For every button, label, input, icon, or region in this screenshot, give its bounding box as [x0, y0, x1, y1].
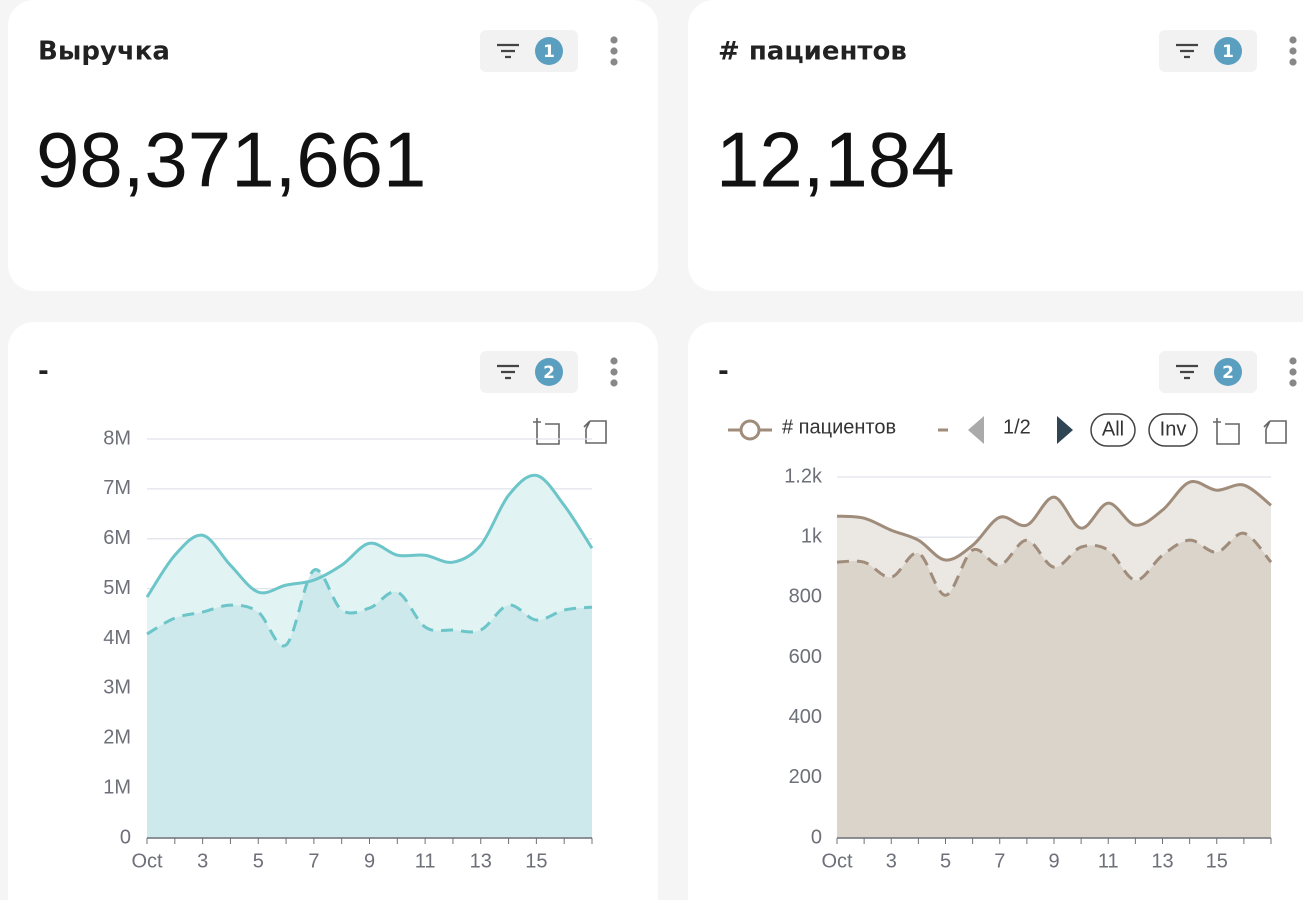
- zoom-icon[interactable]: [533, 418, 560, 445]
- menu-dot[interactable]: [1289, 58, 1297, 66]
- menu-dot[interactable]: [610, 47, 618, 55]
- filter-icon: [497, 43, 519, 59]
- x-tick-label: 9: [1048, 850, 1059, 872]
- area-fill: [837, 533, 1271, 838]
- area-fill: [147, 569, 592, 838]
- y-tick-label: 1.2k: [784, 465, 823, 487]
- legend-button[interactable]: [1148, 413, 1198, 447]
- y-tick-label: 800: [789, 586, 822, 608]
- card: [688, 0, 1303, 291]
- filters: 1 1 2 2: [480, 30, 1297, 393]
- filter-badge: [535, 37, 563, 65]
- y-tick-label: 4M: [103, 627, 131, 649]
- filter-badge: [1214, 37, 1242, 65]
- y-tick-label: 0: [811, 826, 822, 848]
- chart: 0 200 400 600 800 1k 1.2k Oct 3 5 7 9 11 13 15: [784, 465, 1273, 872]
- filter-icon: [1176, 43, 1198, 59]
- filter-button[interactable]: [1159, 351, 1257, 393]
- legend-page: 1/2: [1003, 416, 1031, 438]
- menu-dot[interactable]: [610, 379, 618, 387]
- zoom-icon[interactable]: [1213, 418, 1240, 445]
- filter-count: 2: [1222, 363, 1234, 383]
- y-tick-label: 1k: [801, 525, 823, 547]
- filter-badge: [535, 358, 563, 386]
- filter-button[interactable]: [480, 351, 578, 393]
- card: [8, 0, 658, 291]
- x-tick-label: Oct: [131, 850, 163, 872]
- filter-count: 1: [1222, 42, 1234, 62]
- kpi-value: 12,184: [716, 116, 955, 204]
- menu-dot[interactable]: [610, 357, 618, 365]
- y-tick-label: 6M: [103, 527, 131, 549]
- y-tick-label: 8M: [103, 427, 131, 449]
- y-tick-label: 5M: [103, 577, 131, 599]
- card-title: -: [38, 357, 49, 387]
- legend-button[interactable]: [1090, 413, 1136, 447]
- series-line: [145, 473, 594, 598]
- menu-dot[interactable]: [1289, 368, 1297, 376]
- y-tick-label: 200: [789, 766, 822, 788]
- filter-button[interactable]: [1159, 30, 1257, 72]
- x-tick-label: Oct: [821, 850, 853, 872]
- filter-icon: [497, 364, 519, 380]
- filter-badge: [1214, 358, 1242, 386]
- series-line: [146, 568, 593, 648]
- menu-dot[interactable]: [1289, 357, 1297, 365]
- filter-button[interactable]: [480, 30, 578, 72]
- y-tick-label: 1M: [103, 776, 131, 798]
- menu-dot[interactable]: [1289, 47, 1297, 55]
- legend-next[interactable]: [1057, 416, 1073, 444]
- menu-dot[interactable]: [610, 58, 618, 66]
- x-tick-label: 15: [525, 850, 547, 872]
- y-tick-label: 7M: [103, 477, 131, 499]
- legend-button-label[interactable]: Inv: [1160, 418, 1187, 440]
- x-tick-label: 11: [1098, 850, 1119, 872]
- x-tick-label: 15: [1206, 850, 1228, 872]
- y-tick-label: 600: [789, 646, 822, 668]
- legend-prev[interactable]: [968, 416, 984, 444]
- y-tick-label: 400: [789, 706, 822, 728]
- legend-label[interactable]: # пациентов: [782, 416, 896, 438]
- series-line: [836, 531, 1273, 597]
- x-tick-label: 11: [415, 850, 436, 872]
- legend-button-label[interactable]: All: [1102, 418, 1124, 440]
- y-tick-label: 2M: [103, 727, 131, 749]
- restore-icon[interactable]: [1263, 420, 1287, 444]
- card-title: -: [718, 357, 729, 387]
- x-tick-label: 7: [308, 850, 319, 872]
- chart: 0 1M 2M 3M 4M 5M 6M 7M 8M Oct 3 5 7 9 11 13 15: [103, 427, 594, 872]
- series-line: [836, 480, 1272, 562]
- x-tick-label: 3: [886, 850, 897, 872]
- legend-symbol[interactable]: [739, 419, 761, 441]
- menu-dot[interactable]: [610, 368, 618, 376]
- x-tick-label: 13: [470, 850, 492, 872]
- filter-count: 1: [543, 42, 555, 62]
- filter-count: 2: [543, 363, 555, 383]
- toolbox: [533, 418, 1287, 445]
- legend: # пациентов 1/2 All Inv: [728, 413, 1198, 447]
- restore-icon[interactable]: [583, 420, 607, 444]
- filter-icon: [1176, 364, 1198, 380]
- x-tick-label: 5: [253, 850, 264, 872]
- y-tick-label: 0: [120, 826, 131, 848]
- kpi-value: 98,371,661: [36, 116, 426, 204]
- menu-dot[interactable]: [1289, 379, 1297, 387]
- menu-dot[interactable]: [610, 36, 618, 44]
- menu-dot[interactable]: [1289, 36, 1297, 44]
- y-tick-label: 3M: [103, 677, 131, 699]
- x-tick-label: 13: [1151, 850, 1173, 872]
- x-tick-label: 9: [364, 850, 375, 872]
- card-title: Выручка: [38, 37, 170, 67]
- x-tick-label: 3: [197, 850, 208, 872]
- x-tick-label: 7: [994, 850, 1005, 872]
- card-title: # пациентов: [718, 37, 907, 67]
- x-tick-label: 5: [940, 850, 951, 872]
